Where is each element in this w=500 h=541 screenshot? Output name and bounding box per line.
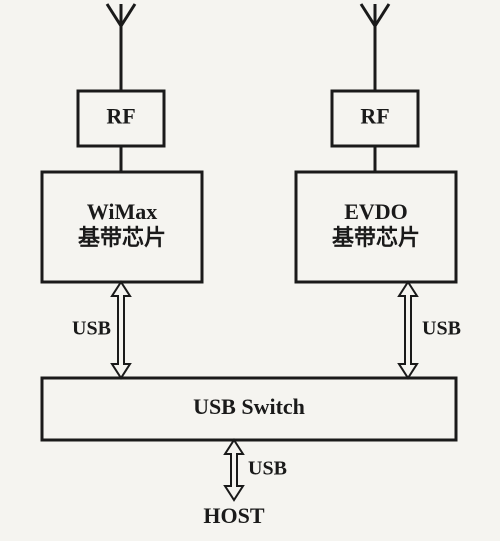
usb-bottom-label: USB: [248, 458, 287, 480]
host-label: HOST: [203, 503, 264, 528]
node-switch-label-0: USB Switch: [193, 394, 305, 419]
usb-left-label: USB: [72, 318, 111, 340]
node-rf_left-label-0: RF: [106, 104, 135, 129]
node-bb_left-label-0: WiMax: [87, 199, 157, 224]
usb-right-label: USB: [422, 318, 461, 340]
node-bb_left-label-1: 基带芯片: [78, 225, 166, 250]
node-bb_right-label-1: 基带芯片: [332, 225, 420, 250]
node-bb_right-label-0: EVDO: [344, 199, 408, 224]
node-rf_right-label-0: RF: [360, 104, 389, 129]
